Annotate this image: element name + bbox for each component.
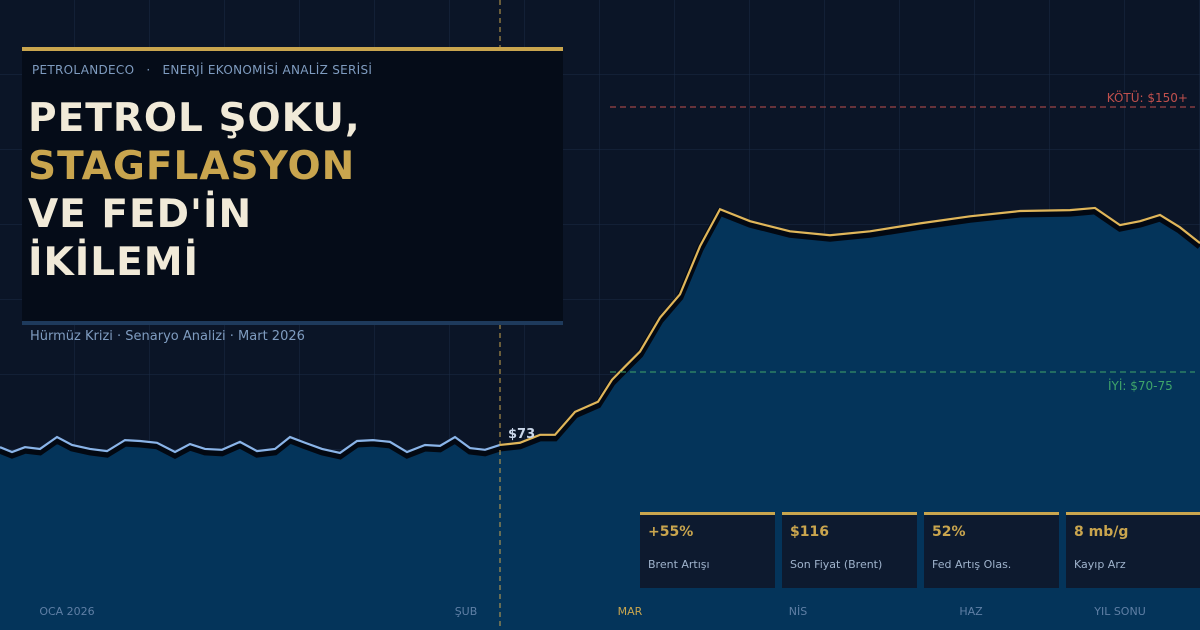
- title-line: STAGFLASYON: [28, 144, 356, 189]
- annotation: KÖTÜ: $150+: [1107, 89, 1188, 105]
- line-shadow: [499, 207, 1200, 452]
- subtitle: Hürmüz Krizi · Senaryo Analizi · Mart 20…: [30, 329, 305, 344]
- stat-value: 8 mb/g: [1074, 524, 1129, 540]
- title-line: İKİLEMİ: [28, 240, 200, 285]
- stat-card: $116 Son Fiyat (Brent): [782, 512, 917, 588]
- title-card: PETROLANDECO · ENERJİ EKONOMİSİ ANALİZ SER…: [22, 47, 563, 325]
- stat-label: Kayıp Arz: [1074, 558, 1126, 571]
- brand-name: PETROLANDECO: [32, 63, 135, 77]
- annotation: İYİ: $70-75: [1108, 378, 1173, 393]
- x-tick-label: MAR: [618, 605, 643, 618]
- x-tick-label: ŞUB: [455, 605, 478, 618]
- line: [499, 206, 1200, 447]
- stat-card: 8 mb/g Kayıp Arz: [1066, 512, 1200, 588]
- x-tick-label: OCA 2026: [39, 605, 94, 618]
- stat-label: Fed Artış Olas.: [932, 558, 1012, 571]
- x-tick-label: HAZ: [959, 605, 983, 618]
- stat-card: 52% Fed Artış Olas.: [924, 512, 1059, 588]
- series-name: ENERJİ EKONOMİSİ ANALİZ SERİSİ: [162, 63, 373, 77]
- title-line: VE FED'İN: [28, 192, 253, 237]
- annotation: $73: [508, 427, 535, 442]
- line-shadow: [0, 435, 502, 460]
- stat-label: Brent Artışı: [648, 558, 710, 571]
- title-line: PETROL ŞOKU,: [28, 96, 361, 141]
- x-tick-label: YIL SONU: [1093, 605, 1146, 618]
- stat-value: 52%: [932, 524, 966, 540]
- brand: PETROLANDECO · ENERJİ EKONOMİSİ ANALİZ SER…: [32, 63, 384, 77]
- stat-label: Son Fiyat (Brent): [790, 558, 883, 571]
- line: [0, 435, 501, 455]
- stat-value: $116: [790, 524, 829, 540]
- separator: ·: [146, 63, 151, 77]
- stat-card: +55% Brent Artışı: [640, 512, 775, 588]
- stat-value: +55%: [648, 524, 694, 540]
- title: PETROL ŞOKU, STAGFLASYON VE FED'İN İKİLE…: [28, 95, 361, 287]
- x-tick-label: NİS: [789, 605, 807, 618]
